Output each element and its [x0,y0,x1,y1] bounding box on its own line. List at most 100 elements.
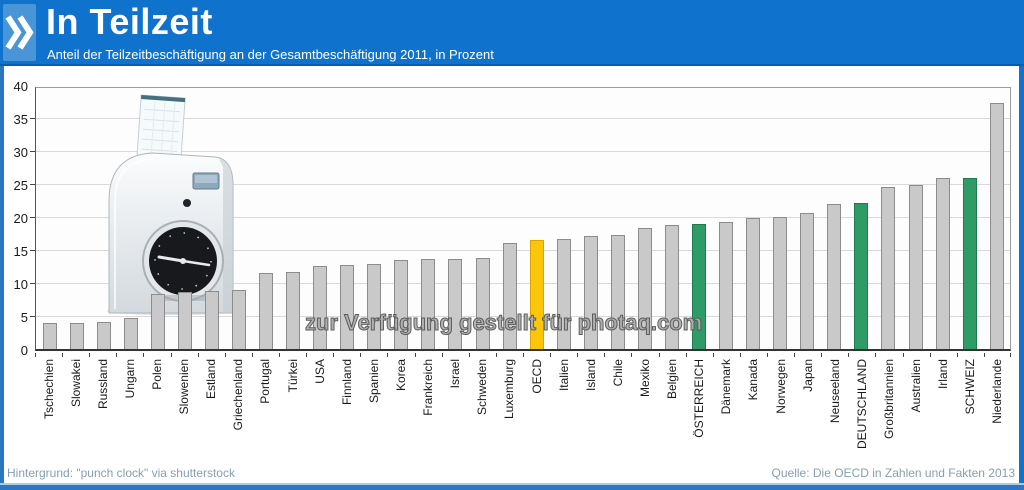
bar-label-slot: Norwegen [766,353,794,483]
bar-label: Russland [95,359,110,410]
bar-label-slot: Italien [550,353,577,483]
bar-slot [171,88,198,349]
x-axis: Tschechien Slowakei Russland Ungarn Polen Slo… [35,353,1012,483]
bar [150,294,165,349]
frame-edge-bottom [0,483,1024,490]
bar-label: Slowenien [177,359,192,415]
bar [637,228,652,349]
bar-slot [550,88,577,349]
bar-label-slot: OECD [522,353,550,483]
bar [421,259,436,349]
bar-slot [956,88,983,349]
y-axis-label: 40 [13,79,28,94]
bar-slot [821,88,848,349]
bar-label: SCHWEIZ [963,359,978,415]
bar-label: ÖSTERREICH [692,359,707,438]
bar-label-slot: USA [306,353,333,483]
bar-label-slot: Niederlande [983,353,1012,483]
bar-label: Polen [149,359,164,390]
bar-label: Schweden [475,359,490,416]
bar-label: USA [312,359,327,384]
bar-label: Australien [909,359,924,413]
bar-label-slot: Israel [441,353,469,483]
page-subtitle: Anteil der Teilzeitbeschäftigung an der … [47,47,494,62]
y-axis-tick [30,217,35,218]
bar-slot [253,88,280,349]
y-axis-tick [30,184,35,185]
bar-label: Kanada [746,359,761,401]
bar [610,235,625,349]
bar-slot [686,88,713,349]
bar-label-slot: Belgien [658,353,686,483]
y-axis-label: 10 [13,277,28,292]
bar [123,317,138,349]
bar-slot [929,88,956,349]
gridline [36,217,1010,218]
gridline [36,283,1010,284]
bar-label: Frankreich [421,359,436,416]
bar-slot [496,88,523,349]
bar-slot [983,88,1010,349]
bar-label-slot: Schweden [468,353,496,483]
y-axis-tick [30,250,35,251]
bar-slot [577,88,604,349]
frame-edge-right [1019,66,1024,483]
bar [962,178,977,349]
bar-slot [848,88,875,349]
bar-label: Island [583,359,598,392]
bar-label-slot: SCHWEIZ [956,353,984,483]
bar-slot [280,88,307,349]
bar-label-slot: Australien [902,353,930,483]
bar-label-slot: Türkei [278,353,306,483]
y-axis-label: 20 [13,211,28,226]
bar [664,224,679,349]
bar-label: Italien [556,359,571,392]
bar-label-slot: Griechenland [224,353,252,483]
bar-label: Neuseeland [827,359,842,424]
y-axis-tick [30,316,35,317]
bar-slot [388,88,415,349]
bar-slot [361,88,388,349]
bar-slot [469,88,496,349]
bar [854,203,869,349]
gridline [36,184,1010,185]
bar [448,259,463,349]
bar-label-slot: Kanada [739,353,767,483]
app-header: In Teilzeit Anteil der Teilzeitbeschäfti… [0,0,1024,66]
bar-label: Finnland [339,359,354,406]
bar [827,203,842,349]
bar [908,184,923,349]
bar-slot [225,88,252,349]
bar-label: Chile [610,359,625,387]
bar [719,222,734,349]
bar-label-slot: Polen [143,353,170,483]
bar [800,213,815,349]
bar-label-slot: Großbritannien [875,353,902,483]
y-axis-label: 30 [13,145,28,160]
bar-slot [875,88,902,349]
bar-slot [767,88,794,349]
bar-label-slot: Irland [929,353,957,483]
gridline [36,316,1010,317]
y-axis: 0 5 10 15 20 25 30 35 40 [0,79,32,358]
bar [259,273,274,349]
bar-label-slot: Tschechien [35,353,62,483]
bar-label: Mexiko [637,359,652,398]
bar-slot [902,88,929,349]
bar-label: Estland [204,359,219,400]
bar-label: DEUTSCHLAND [854,359,869,450]
y-axis-label: 0 [20,343,28,358]
bar-label-slot: Luxemburg [495,353,523,483]
oecd-chevrons-icon [5,15,34,50]
bar-label-slot: Portugal [251,353,279,483]
watermark: zur Verfügung gestellt für photaq.com [304,310,703,336]
bar-slot [604,88,631,349]
bar-label-slot: Mexiko [631,353,658,483]
bar [313,265,328,349]
y-axis-label: 15 [13,244,28,259]
bar [340,265,355,349]
y-axis-tick [30,151,35,152]
plot-area [30,87,1011,351]
bar-slot [794,88,821,349]
bar-label: Spanien [366,359,381,404]
